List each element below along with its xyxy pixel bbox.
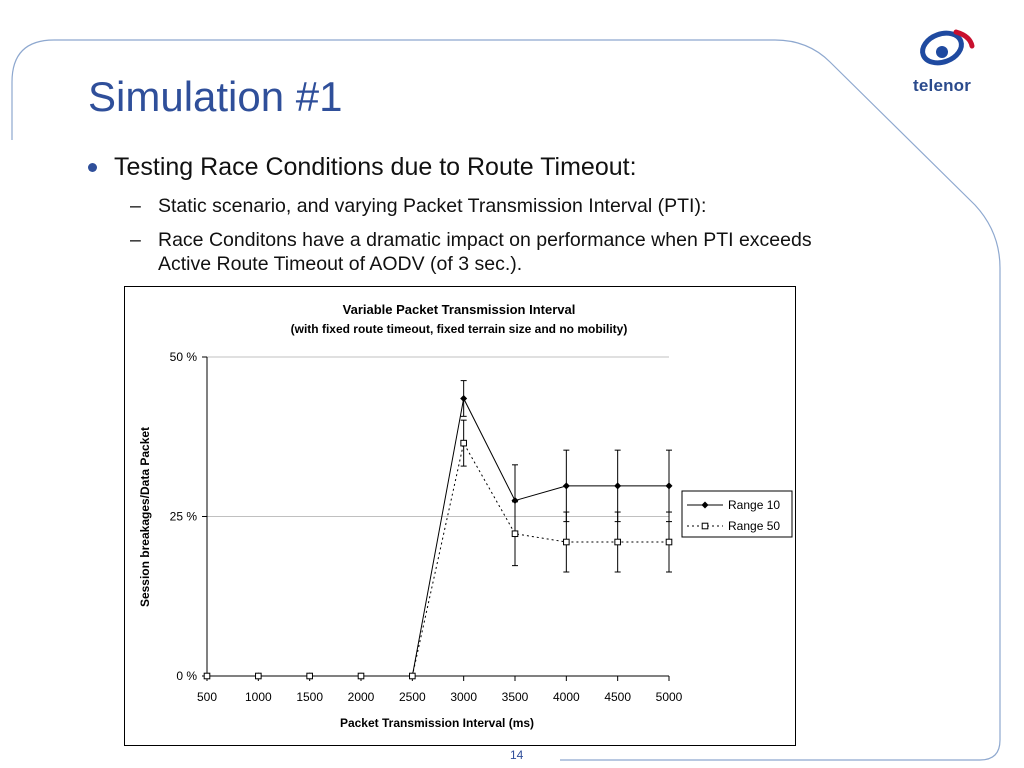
legend-label: Range 10 xyxy=(728,498,780,512)
data-point-square xyxy=(255,672,262,680)
x-tick-label: 3000 xyxy=(450,690,477,704)
data-point-diamond xyxy=(562,482,570,490)
slide-title: Simulation #1 xyxy=(88,73,343,120)
x-tick-label: 1000 xyxy=(245,690,272,704)
dash-glyph: – xyxy=(130,229,141,251)
plot-area: 0 % 25 % 50 % 500 1000 1500 2000 2500 3000 3500 40… xyxy=(170,350,793,704)
x-tick-label: 4000 xyxy=(553,690,580,704)
data-point-square xyxy=(306,672,313,680)
data-point-square xyxy=(665,538,673,546)
data-point-square xyxy=(460,439,467,447)
chart-title: Variable Packet Transmission Interval xyxy=(343,302,576,317)
chart-subtitle: (with fixed route timeout, fixed terrain… xyxy=(291,322,628,336)
data-point-square xyxy=(511,530,519,538)
y-axis-label: Session breakages/Data Packet xyxy=(138,427,152,607)
chart: Variable Packet Transmission Interval (w… xyxy=(138,302,793,730)
x-tick-label: 2000 xyxy=(348,690,375,704)
data-point-square xyxy=(614,538,621,546)
legend-label: Range 50 xyxy=(728,519,780,533)
legend-box xyxy=(681,490,793,538)
bullet-dot-icon xyxy=(88,163,97,172)
chart-container: Variable Packet Transmission Interval (w… xyxy=(124,286,796,746)
x-tick-label: 3500 xyxy=(502,690,529,704)
sub-bullet-text: Race Conditons have a dramatic impact on… xyxy=(158,229,812,275)
legend-marker xyxy=(701,522,709,530)
y-tick-label: 0 % xyxy=(176,669,197,683)
telenor-logo-icon xyxy=(920,29,975,66)
data-point-square xyxy=(563,538,570,546)
x-tick-label: 2500 xyxy=(399,690,426,704)
sub-bullet-text: Static scenario, and varying Packet Tran… xyxy=(158,195,707,217)
data-point-square xyxy=(409,672,416,680)
data-point-diamond xyxy=(665,482,673,490)
data-point-diamond xyxy=(460,394,468,402)
data-point-square xyxy=(357,672,365,680)
legend-marker xyxy=(701,501,709,509)
x-tick-label: 1500 xyxy=(296,690,323,704)
series-line-2 xyxy=(207,441,669,677)
x-axis-label: Packet Transmission Interval (ms) xyxy=(340,716,534,730)
x-tick-label: 4500 xyxy=(604,690,631,704)
data-point-square xyxy=(203,672,211,680)
y-tick-label: 25 % xyxy=(170,510,198,524)
x-tick-label: 500 xyxy=(197,690,217,704)
y-tick-label: 50 % xyxy=(170,350,198,364)
x-tick-label: 5000 xyxy=(656,690,683,704)
page-number: 14 xyxy=(510,748,524,762)
bullet-text: Testing Race Conditions due to Route Tim… xyxy=(114,153,637,181)
dash-glyph: – xyxy=(130,195,141,217)
data-point-diamond xyxy=(614,482,622,490)
logo-text: telenor xyxy=(913,76,972,95)
series-line-1 xyxy=(207,396,669,677)
